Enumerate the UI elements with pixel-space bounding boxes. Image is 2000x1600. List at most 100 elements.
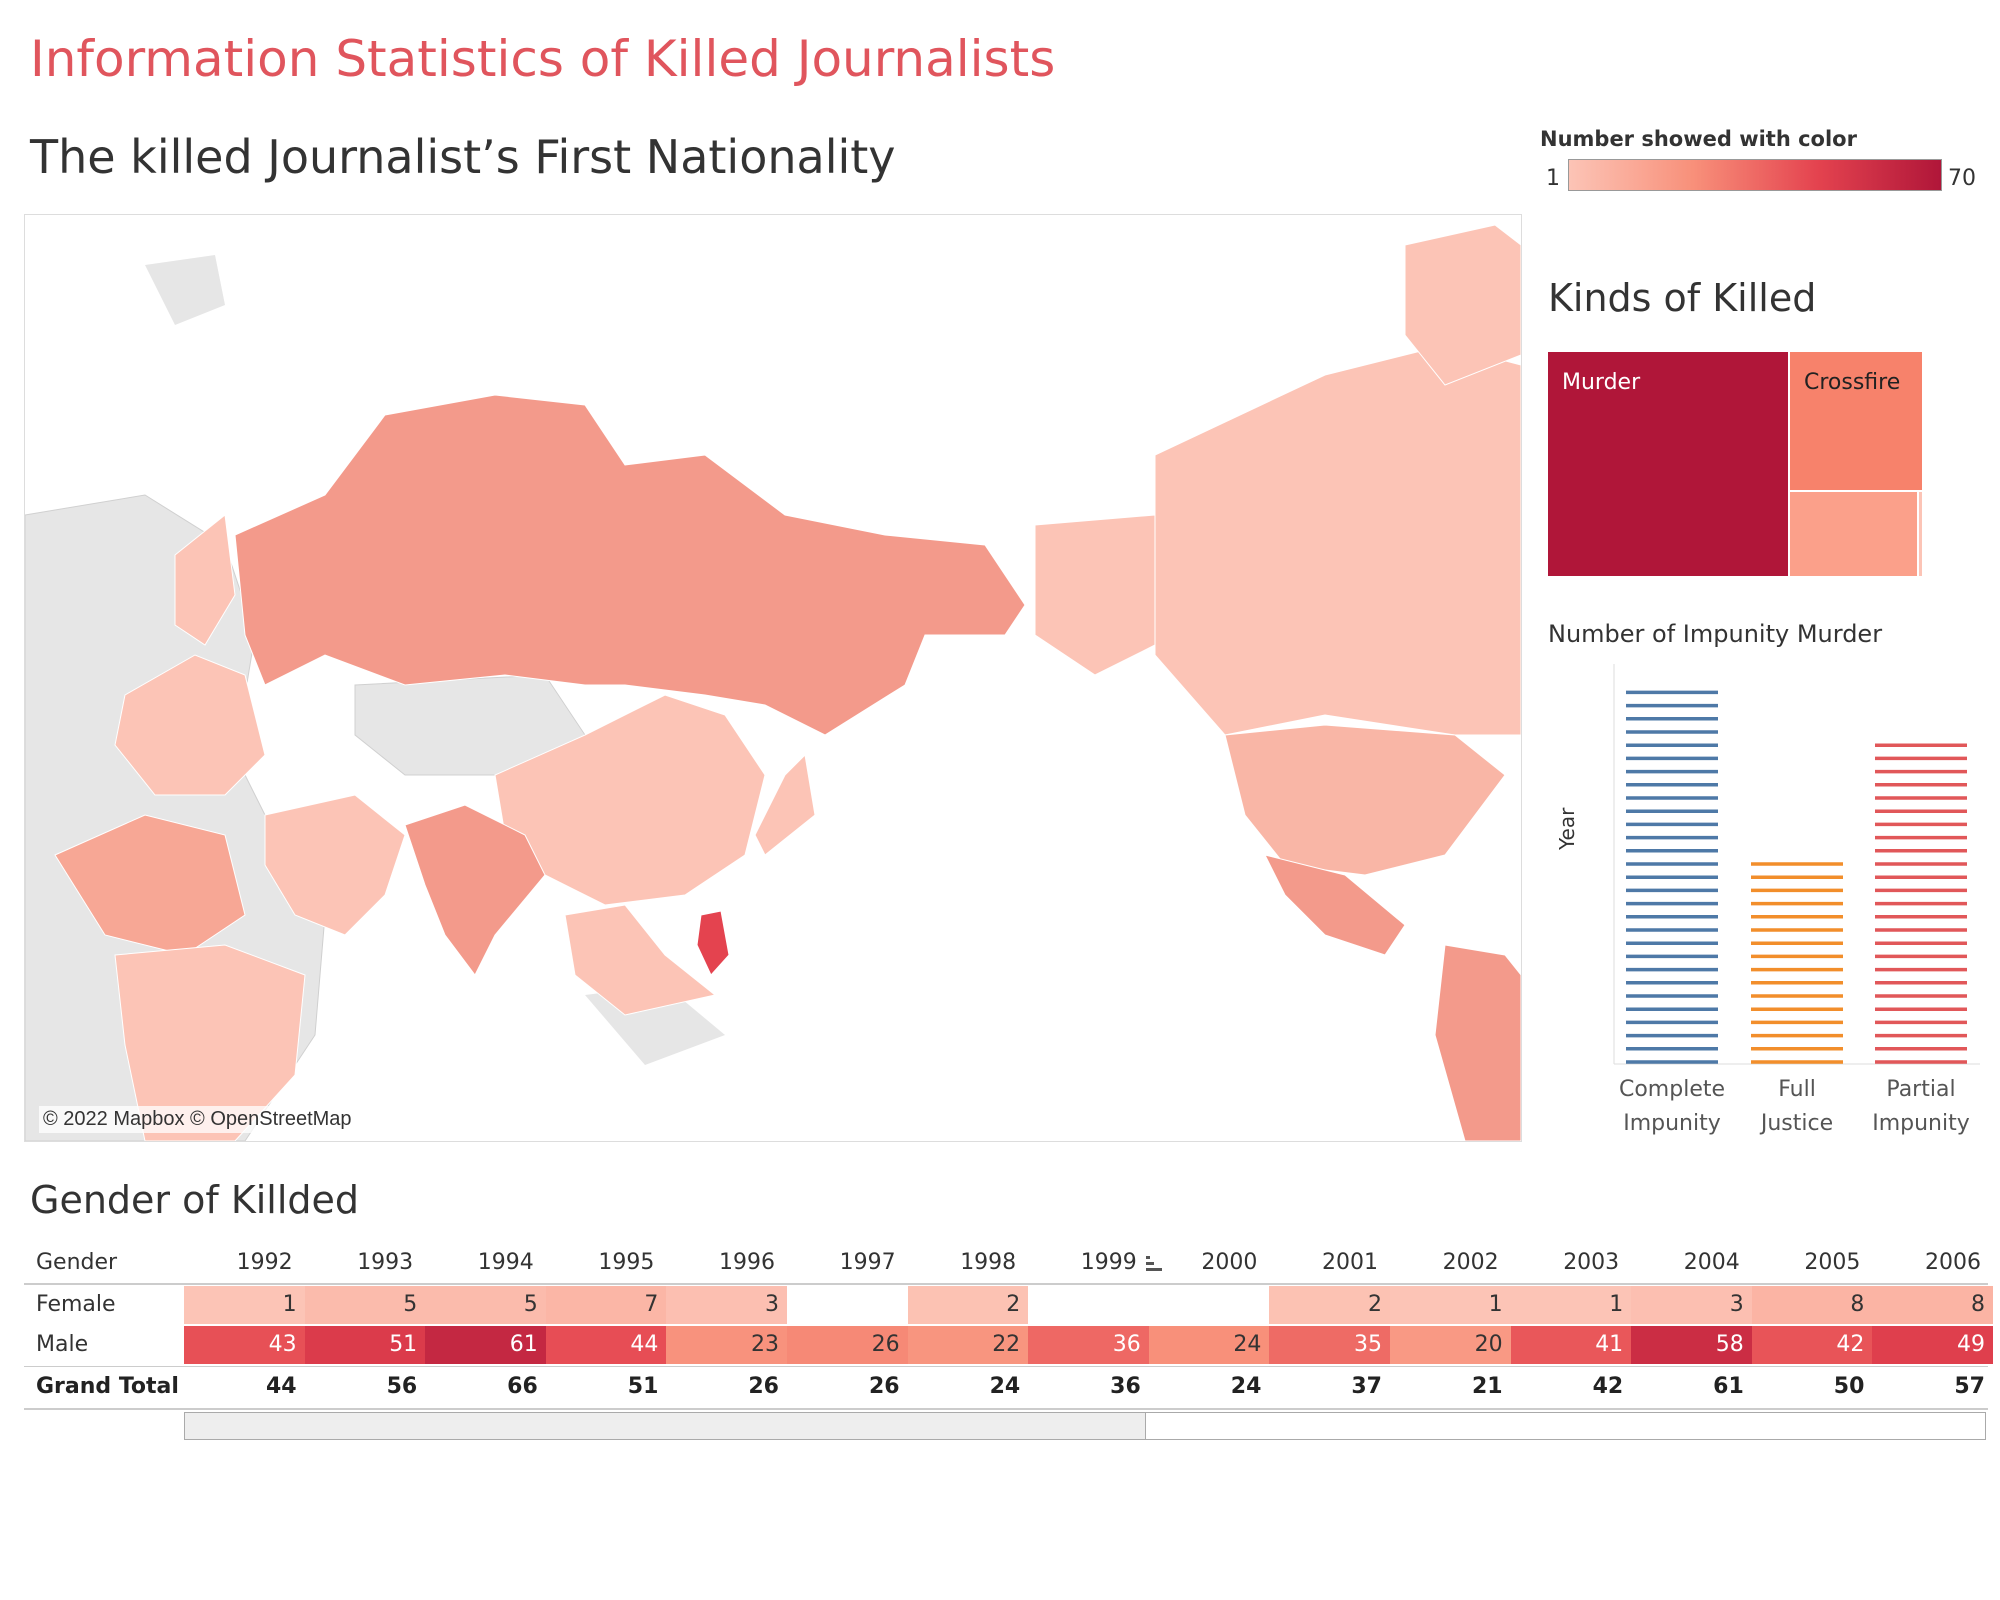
map-country-south-america[interactable] <box>1434 944 1521 1141</box>
scrollbar-thumb[interactable] <box>185 1413 1146 1439</box>
impunity-label-full: Full <box>1778 1077 1816 1102</box>
dashboard-title: Information Statistics of Killed Journal… <box>30 30 1056 88</box>
year-header[interactable]: 1994 <box>477 1250 534 1275</box>
treemap-cell-murder[interactable]: Murder <box>1548 352 1788 576</box>
table-cell[interactable]: 51 <box>304 1326 426 1364</box>
table-cell[interactable]: 35 <box>1269 1326 1390 1364</box>
table-cell[interactable]: 8 <box>1872 1286 1993 1324</box>
table-cell[interactable]: 42 <box>1751 1326 1873 1364</box>
table-cell[interactable]: 44 <box>545 1326 667 1364</box>
table-cell[interactable] <box>1149 1286 1270 1324</box>
year-header[interactable]: 2002 <box>1442 1250 1499 1275</box>
map-credit: © 2022 Mapbox © OpenStreetMap <box>39 1106 356 1133</box>
table-cell[interactable]: 3 <box>1631 1286 1752 1324</box>
map-country-greenland[interactable] <box>1404 224 1521 386</box>
treemap-label-murder: Murder <box>1562 370 1641 395</box>
table-cell[interactable]: 5 <box>425 1286 546 1324</box>
table-cell[interactable]: 7 <box>545 1286 667 1324</box>
year-header[interactable]: 2006 <box>1924 1250 1981 1275</box>
sort-icon[interactable] <box>1144 1252 1166 1274</box>
table-cell[interactable] <box>787 1286 908 1324</box>
table-cell[interactable]: 1 <box>184 1286 305 1324</box>
gender-title: Gender of Killded <box>30 1178 360 1222</box>
table-cell[interactable]: 2 <box>907 1286 1029 1324</box>
total-cell: 24 <box>989 1374 1021 1399</box>
total-cell: 44 <box>265 1374 297 1399</box>
map-country-usa[interactable] <box>1224 724 1506 876</box>
table-cell[interactable]: 8 <box>1751 1286 1873 1324</box>
color-legend-bar <box>1568 159 1942 191</box>
impunity-label-partial-2: Impunity <box>1872 1111 1970 1136</box>
kinds-treemap[interactable]: Murder Crossfire <box>1548 352 1922 576</box>
table-cell[interactable]: 23 <box>666 1326 787 1364</box>
year-header[interactable]: 1995 <box>598 1250 655 1275</box>
impunity-label-full-2: Justice <box>1759 1111 1833 1136</box>
map-canvas[interactable] <box>25 215 1521 1141</box>
table-cell[interactable]: 58 <box>1631 1326 1752 1364</box>
total-cell: 42 <box>1592 1374 1624 1399</box>
year-header[interactable]: 2001 <box>1321 1250 1378 1275</box>
map-country-scandinavia[interactable] <box>174 514 236 646</box>
map-country-southeast-asia[interactable] <box>564 904 717 1016</box>
color-legend-title: Number showed with color <box>1540 127 1857 151</box>
table-cell[interactable]: 43 <box>184 1326 305 1364</box>
table-cell[interactable] <box>1028 1286 1149 1324</box>
year-header[interactable]: 2004 <box>1683 1250 1740 1275</box>
map-country-russia[interactable] <box>234 394 1026 736</box>
table-cell[interactable]: 3 <box>666 1286 787 1324</box>
table-cell[interactable]: 41 <box>1510 1326 1632 1364</box>
impunity-label-complete-2: Impunity <box>1623 1111 1721 1136</box>
kinds-title: Kinds of Killed <box>1548 276 1817 320</box>
impunity-chart[interactable]: Complete Impunity Full Justice Partial I… <box>1600 664 1980 1144</box>
table-cell[interactable]: 61 <box>425 1326 546 1364</box>
year-header[interactable]: 1993 <box>357 1250 414 1275</box>
treemap-cell-small[interactable] <box>1919 492 1922 576</box>
table-cell[interactable]: 1 <box>1390 1286 1511 1324</box>
map-country-india[interactable] <box>404 804 546 976</box>
year-header[interactable]: 2005 <box>1804 1250 1861 1275</box>
treemap-cell-other[interactable] <box>1790 492 1917 576</box>
row-label-female: Female <box>36 1292 116 1317</box>
gender-table[interactable]: Gender 1992 1993 1994 1995 1996 1997 1998 1999 2… <box>24 1244 1993 1414</box>
map-title: The killed Journalist’s First Nationalit… <box>30 130 896 184</box>
table-cell[interactable]: 22 <box>907 1326 1029 1364</box>
map-country-mexico[interactable] <box>1264 854 1406 956</box>
nationality-map[interactable]: © 2022 Mapbox © OpenStreetMap <box>24 214 1522 1142</box>
total-cell: 26 <box>868 1374 900 1399</box>
map-country-europe[interactable] <box>114 654 266 796</box>
map-country-middle-east[interactable] <box>264 794 406 936</box>
map-country-japan[interactable] <box>754 753 816 856</box>
total-cell: 26 <box>748 1374 779 1399</box>
year-header[interactable]: 2000 <box>1201 1250 1258 1275</box>
map-country-alaska[interactable] <box>1034 514 1156 676</box>
table-horizontal-scrollbar[interactable] <box>184 1412 1986 1440</box>
table-cell[interactable]: 26 <box>787 1326 908 1364</box>
table-cell[interactable]: 49 <box>1872 1326 1993 1364</box>
total-divider <box>24 1366 1988 1367</box>
total-cell: 61 <box>1713 1374 1744 1399</box>
table-cell[interactable]: 2 <box>1269 1286 1390 1324</box>
total-cell: 56 <box>386 1374 418 1399</box>
table-cell[interactable]: 24 <box>1148 1326 1270 1364</box>
table-cell[interactable]: 36 <box>1028 1326 1149 1364</box>
year-header[interactable]: 1996 <box>718 1250 775 1275</box>
map-country-philippines[interactable] <box>696 910 730 976</box>
table-cell[interactable]: 20 <box>1390 1326 1511 1364</box>
impunity-category-labels: Complete Impunity Full Justice Partial I… <box>1619 1077 1970 1136</box>
total-cell: 50 <box>1833 1374 1865 1399</box>
table-cell[interactable]: 5 <box>304 1286 426 1324</box>
year-header[interactable]: 1992 <box>236 1250 293 1275</box>
total-cell: 21 <box>1471 1374 1503 1399</box>
table-cell[interactable]: 1 <box>1510 1286 1632 1324</box>
row-label-total: Grand Total <box>36 1374 179 1399</box>
map-country-africa-north[interactable] <box>54 814 246 956</box>
impunity-label-partial: Partial <box>1886 1077 1955 1102</box>
map-country-canada[interactable] <box>1154 344 1521 736</box>
total-cell: 51 <box>627 1374 659 1399</box>
year-header[interactable]: 2003 <box>1563 1250 1620 1275</box>
year-header[interactable]: 1998 <box>960 1250 1017 1275</box>
color-legend-max: 70 <box>1948 166 1976 191</box>
treemap-cell-crossfire[interactable]: Crossfire <box>1790 352 1922 490</box>
year-header[interactable]: 1997 <box>839 1250 896 1275</box>
year-header[interactable]: 1999 <box>1080 1250 1137 1275</box>
